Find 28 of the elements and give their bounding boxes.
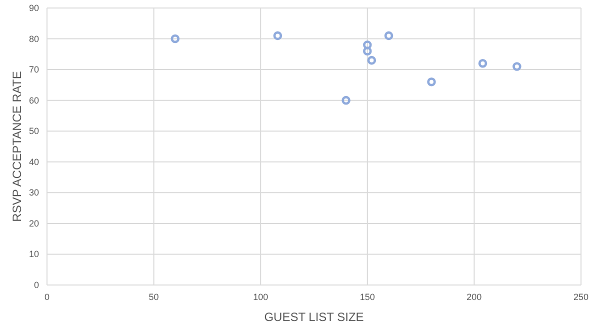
y-tick-label: 70: [28, 64, 39, 75]
x-tick-label: 150: [360, 292, 375, 302]
y-tick-label: 10: [28, 249, 39, 260]
point: [384, 31, 394, 40]
point: [512, 62, 522, 71]
y-tick-label: 30: [28, 188, 39, 198]
y-tick-label: 20: [28, 218, 39, 228]
point: [170, 34, 180, 44]
x-tick-label: 0: [44, 292, 50, 302]
point: [363, 40, 372, 50]
point: [342, 96, 350, 105]
y-tick-label: 40: [28, 156, 39, 167]
y-tick-label: 0: [34, 280, 39, 290]
point: [427, 77, 436, 86]
y-axis-title: RSVP ACCEPTANCE RATE: [10, 71, 24, 222]
point: [363, 46, 372, 56]
x-tick-label: 250: [573, 292, 589, 302]
point: [367, 56, 376, 65]
y-tick-label: 50: [28, 126, 39, 136]
y-tick-label: 60: [28, 95, 39, 106]
point: [273, 31, 282, 40]
x-tick-label: 200: [466, 292, 482, 302]
point: [478, 59, 488, 68]
y-tick-label: 80: [28, 34, 39, 44]
x-tick-label: 50: [148, 292, 159, 302]
x-tick-label: 100: [253, 292, 268, 302]
y-tick-label: 90: [28, 3, 39, 13]
x-axis-title: GUEST LIST SIZE: [264, 310, 364, 324]
